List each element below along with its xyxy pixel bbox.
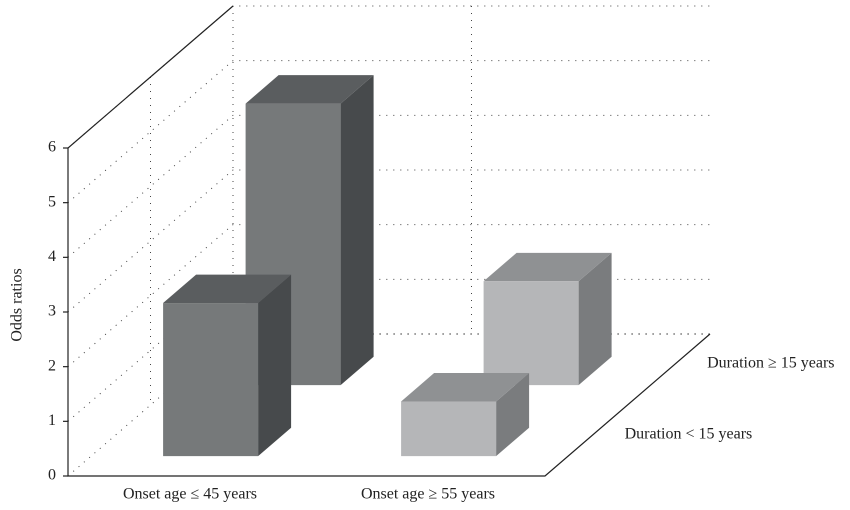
bar-side <box>496 373 530 457</box>
bar-side <box>258 274 292 457</box>
bar-side <box>340 75 374 386</box>
bar-top <box>483 252 612 282</box>
grid-line <box>67 224 710 368</box>
grid-line <box>67 169 710 313</box>
bar-side <box>578 252 612 386</box>
depth-label: Duration < 15 years <box>625 426 753 443</box>
bar-top <box>401 373 530 402</box>
bar <box>483 281 579 386</box>
y-tick-label: 4 <box>48 248 56 265</box>
y-tick-label: 0 <box>48 467 56 484</box>
y-tick-label: 6 <box>48 139 56 156</box>
bar <box>163 303 259 457</box>
axis-frame <box>67 5 711 477</box>
grid-line <box>67 114 710 258</box>
x-tick-label: Onset age ≤ 45 years <box>123 486 257 503</box>
grid-line <box>67 5 710 149</box>
depth-label: Duration ≥ 15 years <box>707 355 834 372</box>
bar-top <box>163 274 292 304</box>
y-tick-label: 2 <box>48 357 56 374</box>
grid-line <box>67 60 710 204</box>
y-axis-label: Odds ratios <box>9 268 26 341</box>
bar-top <box>245 75 374 104</box>
x-tick-label: Onset age ≥ 55 years <box>361 486 495 503</box>
bar <box>401 401 497 457</box>
y-tick-label: 3 <box>48 303 56 320</box>
y-tick-label: 1 <box>48 412 56 429</box>
y-tick-label: 5 <box>48 193 56 210</box>
